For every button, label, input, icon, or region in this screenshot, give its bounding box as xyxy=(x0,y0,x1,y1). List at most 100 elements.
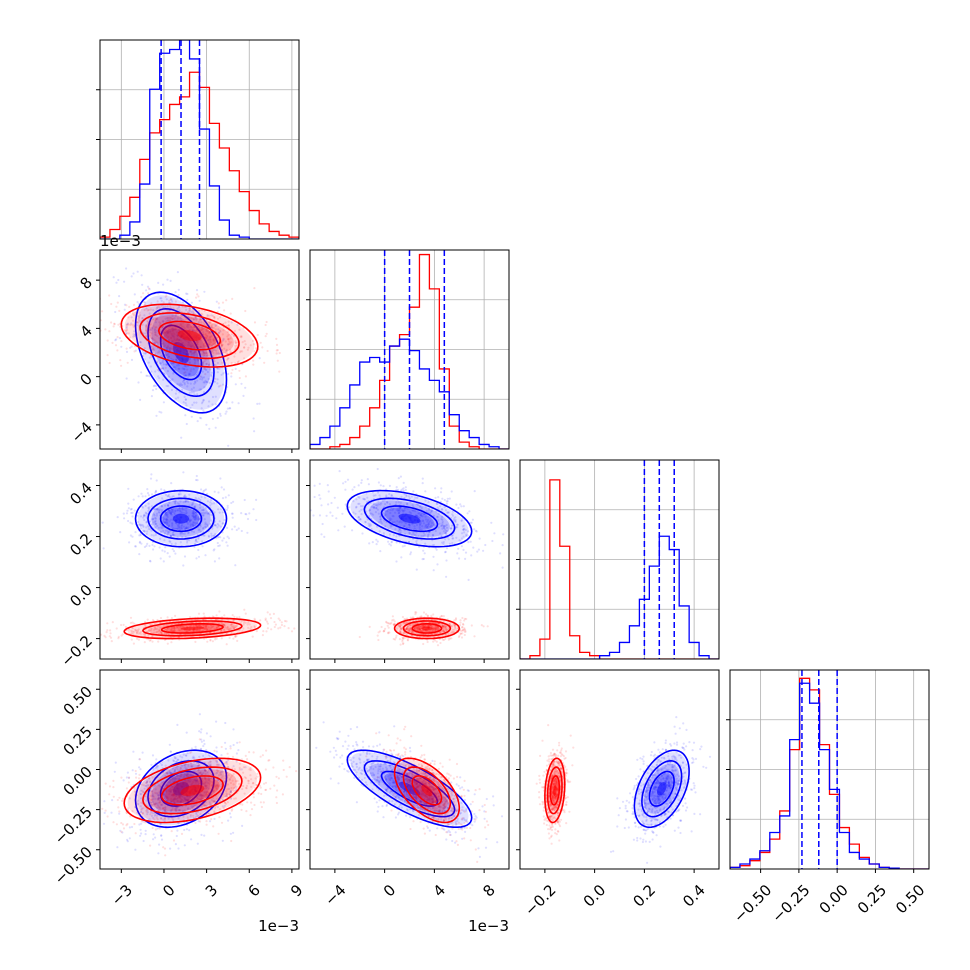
sample-point xyxy=(437,496,440,499)
sample-point xyxy=(264,323,267,327)
sample-point xyxy=(205,732,208,735)
sample-point xyxy=(193,511,196,514)
sample-point xyxy=(256,333,259,337)
sample-point xyxy=(210,375,213,378)
sample-point xyxy=(202,612,205,615)
sample-point xyxy=(192,386,195,389)
sample-point xyxy=(174,798,177,801)
sample-point xyxy=(134,629,137,632)
sample-point xyxy=(208,427,211,430)
sample-point xyxy=(163,809,166,812)
sample-point xyxy=(185,512,188,515)
sample-point xyxy=(157,794,160,797)
sample-point xyxy=(405,621,408,624)
sample-point xyxy=(209,501,212,504)
sample-point xyxy=(167,319,170,322)
sample-point xyxy=(414,619,418,622)
sample-point xyxy=(198,782,201,786)
sample-point xyxy=(136,629,139,632)
sample-point xyxy=(204,496,207,499)
sample-point xyxy=(144,495,147,498)
sample-point xyxy=(445,628,448,631)
sample-point xyxy=(362,497,365,500)
sample-point xyxy=(430,624,433,627)
sample-point xyxy=(189,772,192,775)
sample-point xyxy=(426,640,429,644)
sample-point xyxy=(199,317,202,321)
sample-point xyxy=(127,332,130,335)
sample-point xyxy=(344,503,347,506)
sample-point xyxy=(187,340,190,344)
sample-point xyxy=(156,766,159,769)
sample-point xyxy=(182,753,185,756)
sample-point xyxy=(131,627,134,630)
sample-point xyxy=(145,335,148,338)
sample-point xyxy=(460,537,463,540)
sample-point xyxy=(188,307,192,310)
hist-panel-x1 xyxy=(96,39,300,240)
sample-point xyxy=(418,516,421,520)
sample-point xyxy=(147,361,150,364)
sample-point xyxy=(138,315,141,318)
sample-point xyxy=(155,479,158,482)
sample-point xyxy=(180,383,184,387)
sample-point xyxy=(189,344,192,347)
sample-point xyxy=(435,640,438,643)
sample-point xyxy=(348,506,351,509)
sample-point xyxy=(174,300,177,303)
sample-point xyxy=(70,632,72,634)
sample-point xyxy=(434,487,437,490)
sample-point xyxy=(430,509,433,512)
sample-point xyxy=(399,520,402,523)
sample-point xyxy=(217,385,220,388)
sample-point xyxy=(180,625,183,628)
sample-point xyxy=(140,811,143,814)
sample-point xyxy=(202,362,205,365)
sample-point xyxy=(183,630,186,633)
sample-point xyxy=(442,630,445,633)
sample-point xyxy=(390,541,393,544)
sample-point xyxy=(196,522,199,525)
sample-point xyxy=(169,750,173,753)
sample-point xyxy=(174,510,177,513)
sample-point xyxy=(462,528,465,531)
sample-point xyxy=(415,626,418,629)
sample-point xyxy=(201,361,204,365)
sample-point xyxy=(176,523,179,526)
sample-point xyxy=(146,488,149,491)
sample-point xyxy=(464,557,467,561)
sample-point xyxy=(221,383,225,386)
sample-point xyxy=(151,618,155,622)
sample-point xyxy=(183,379,186,382)
sample-point xyxy=(225,792,228,795)
sample-point xyxy=(136,321,139,324)
sample-point xyxy=(154,489,158,492)
sample-point xyxy=(195,296,198,299)
sample-point xyxy=(419,627,422,631)
sample-point xyxy=(174,542,177,545)
sample-point xyxy=(145,334,148,337)
sample-point xyxy=(227,324,230,327)
sample-point xyxy=(145,307,148,310)
sample-point xyxy=(186,292,189,296)
sample-point xyxy=(179,493,182,496)
sample-point xyxy=(143,624,147,627)
sample-point xyxy=(174,499,177,503)
sample-point xyxy=(195,804,198,807)
sample-point xyxy=(227,766,230,769)
sample-point xyxy=(437,622,440,625)
sample-point xyxy=(139,633,143,636)
sample-point xyxy=(139,457,141,459)
sample-point xyxy=(441,624,444,628)
sample-point xyxy=(180,339,183,342)
sample-point xyxy=(204,521,207,524)
sample-point xyxy=(224,747,227,750)
sample-point xyxy=(416,628,419,631)
sample-point xyxy=(385,495,388,498)
sample-point xyxy=(418,628,421,632)
sample-point xyxy=(458,557,461,560)
sample-point xyxy=(232,637,235,640)
sample-point xyxy=(168,771,171,774)
sample-point xyxy=(435,625,438,628)
sample-point xyxy=(401,615,404,619)
